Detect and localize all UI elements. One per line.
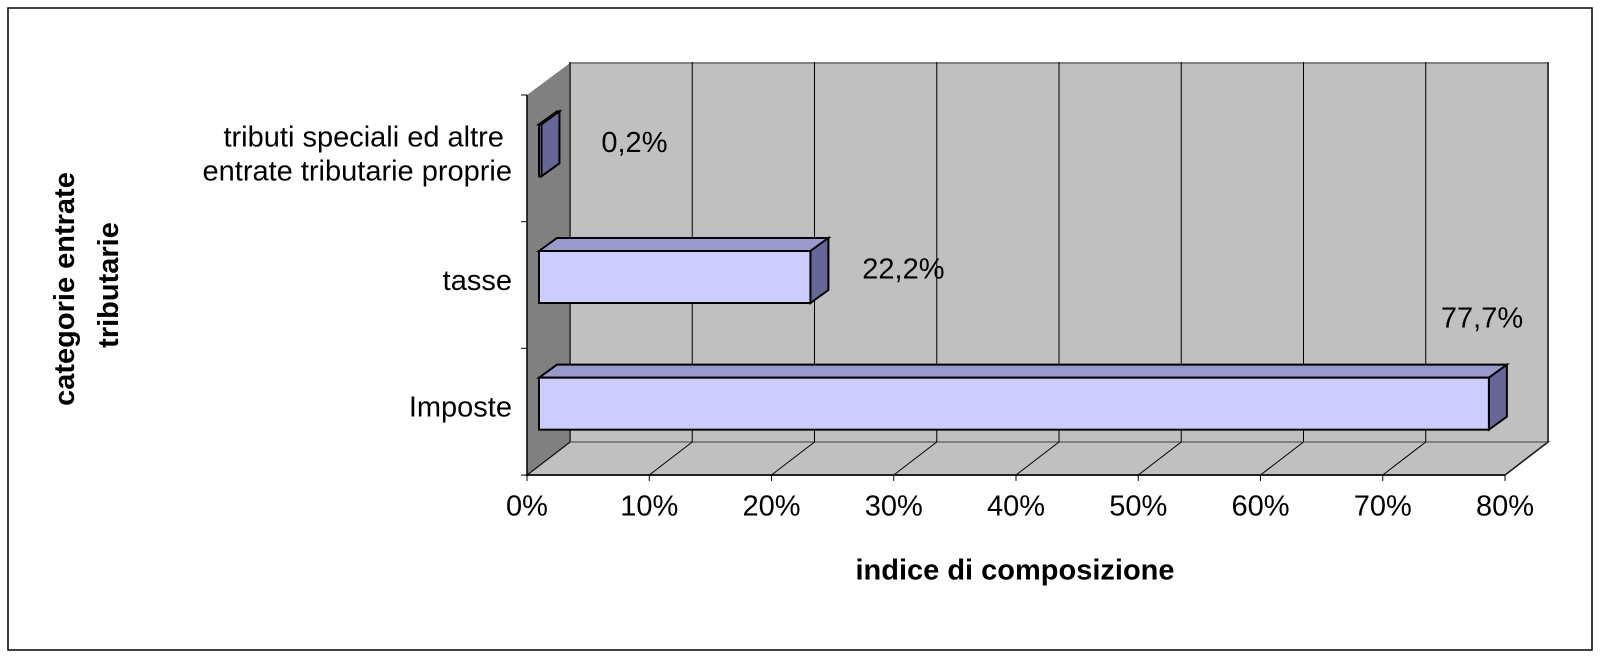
bar-top — [535, 363, 1510, 379]
x-tick-label: 0% — [506, 491, 548, 523]
x-tick-label: 40% — [987, 491, 1045, 523]
x-tick-label: 30% — [865, 491, 923, 523]
value-label: 0,2% — [601, 127, 667, 159]
x-tick-label: 50% — [1109, 491, 1167, 523]
bar — [538, 250, 812, 304]
y-tick-label: Imposte — [409, 391, 512, 423]
floor-grid-line — [893, 441, 938, 476]
x-tick-label: 80% — [1476, 491, 1534, 523]
y-tick-label: tasse — [443, 265, 512, 297]
x-tick-label: 60% — [1231, 491, 1289, 523]
floor-grid-line — [526, 441, 571, 476]
floor-grid-line — [1260, 441, 1304, 476]
floor-grid-line — [648, 441, 693, 476]
floor-grid-line — [1015, 441, 1060, 476]
bar-top — [535, 237, 832, 252]
x-tick-label: 10% — [620, 491, 678, 523]
floor-grid-line — [1504, 441, 1549, 476]
value-label: 22,2% — [862, 254, 944, 286]
x-tick-label: 70% — [1354, 491, 1412, 523]
floor-grid-line — [771, 441, 815, 476]
y-axis-title: categorie entrate tributarie — [49, 164, 125, 406]
bar — [538, 123, 543, 178]
floor-grid-line — [1382, 441, 1427, 476]
x-tick-label: 20% — [742, 491, 800, 523]
value-label: 77,7% — [1441, 302, 1523, 334]
x-axis-title: indice di composizione — [855, 555, 1174, 587]
bar — [538, 376, 1490, 431]
y-tick-label: tributi speciali ed altre entrate tribut… — [203, 121, 513, 187]
floor-grid-line — [1137, 441, 1182, 476]
